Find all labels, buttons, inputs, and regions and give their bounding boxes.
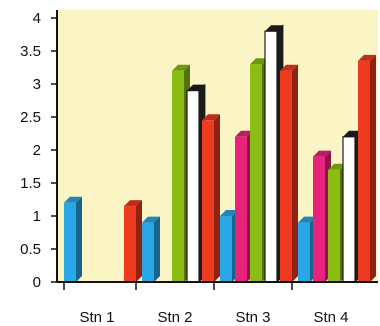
bar-front [124, 206, 136, 282]
bar-front [328, 169, 340, 282]
bar-front [250, 64, 262, 282]
y-tick-label: 2 [33, 142, 41, 159]
x-category-label: Stn 3 [235, 309, 270, 326]
bar-top [202, 114, 220, 121]
y-tick-label: 0.5 [20, 241, 41, 258]
bar-front [358, 60, 370, 283]
bar-top [250, 58, 268, 65]
bar-front [202, 120, 214, 282]
bar-top [142, 216, 160, 223]
y-tick-label: 4 [33, 10, 41, 27]
bar-front [220, 216, 232, 282]
bar-side [136, 200, 142, 282]
y-tick-label: 1.5 [20, 175, 41, 192]
bar-front [186, 89, 200, 283]
bar-side [76, 196, 82, 282]
bar [142, 216, 160, 282]
bar-top [235, 130, 253, 137]
bar-top [343, 130, 361, 137]
y-tick-label: 1 [33, 208, 41, 225]
bar-top [187, 84, 205, 91]
bar [124, 200, 142, 282]
y-tick-label: 2.5 [20, 109, 41, 126]
y-tick-label: 3.5 [20, 43, 41, 60]
bar-top [280, 64, 298, 71]
bar-front [235, 136, 247, 282]
bar-front [264, 30, 278, 283]
bar [280, 64, 298, 282]
bar-front [142, 222, 154, 282]
bar-front [313, 156, 325, 282]
bar-top [64, 196, 82, 203]
bar-front [342, 136, 356, 283]
x-category-label: Stn 4 [313, 309, 348, 326]
x-category-label: Stn 2 [157, 309, 192, 326]
bar-top [265, 25, 283, 32]
bar-front [280, 70, 292, 282]
bar [64, 196, 82, 282]
bar-front [64, 202, 76, 282]
bar-side [154, 216, 160, 282]
bar-front [172, 70, 184, 282]
x-category-label: Stn 1 [79, 309, 114, 326]
bar-top [358, 54, 376, 61]
bar-top [220, 210, 238, 216]
bar-front [298, 222, 310, 282]
bar-top [298, 216, 316, 223]
bar-top [313, 150, 331, 157]
bar-top [124, 200, 142, 207]
bar-top [328, 163, 346, 170]
bar [358, 54, 376, 283]
bar-side [292, 64, 298, 282]
y-tick-label: 3 [33, 76, 41, 93]
bar-side [370, 54, 376, 283]
bar [202, 114, 220, 282]
y-tick-label: 0 [33, 274, 41, 291]
bar-top [172, 64, 190, 71]
bar-side [214, 114, 220, 282]
